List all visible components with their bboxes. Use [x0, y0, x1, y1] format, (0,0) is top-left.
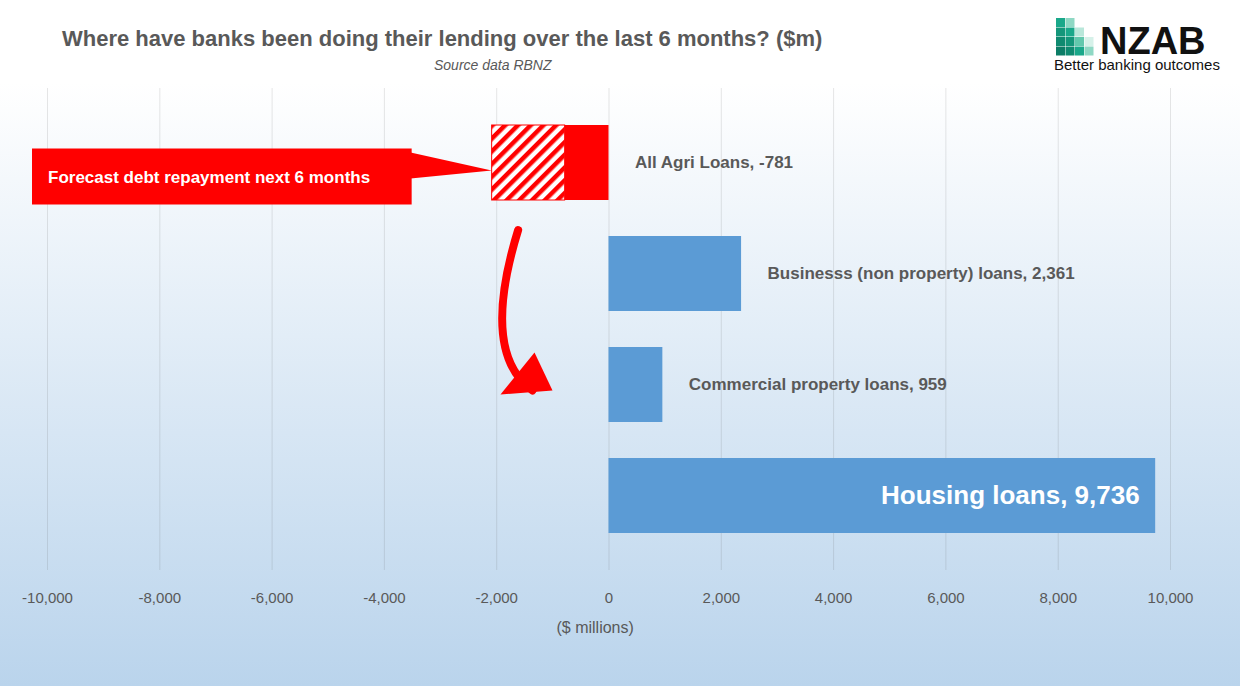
html-text:Source data RBNZ: Source data RBNZ	[434, 57, 552, 73]
svg-text:Housing loans, 9,736: Housing loans, 9,736	[881, 480, 1140, 510]
svg-text:2,000: 2,000	[703, 589, 741, 606]
html-text:($ millions): ($ millions)	[556, 619, 634, 636]
svg-text:Businesss (non property) loans: Businesss (non property) loans, 2,361	[768, 264, 1075, 283]
svg-text:-4,000: -4,000	[363, 589, 406, 606]
svg-text:-2,000: -2,000	[475, 589, 518, 606]
svg-text:-6,000: -6,000	[251, 589, 294, 606]
svg-text:NZAB: NZAB	[1100, 20, 1206, 62]
svg-text:10,000: 10,000	[1148, 589, 1194, 606]
svg-text:-10,000: -10,000	[22, 589, 73, 606]
svg-text:-8,000: -8,000	[139, 589, 182, 606]
svg-text:8,000: 8,000	[1039, 589, 1077, 606]
html-text:Where have banks been doing th: Where have banks been doing their lendin…	[62, 26, 823, 51]
svg-text:Better banking outcomes: Better banking outcomes	[1054, 56, 1220, 73]
svg-text:4,000: 4,000	[815, 589, 853, 606]
svg-text:6,000: 6,000	[927, 589, 965, 606]
svg-text:Forecast debt repayment next 6: Forecast debt repayment next 6 months	[48, 168, 370, 187]
svg-text:Commercial property loans, 959: Commercial property loans, 959	[689, 375, 947, 394]
svg-text:0: 0	[605, 589, 613, 606]
svg-text:All Agri Loans, -781: All Agri Loans, -781	[635, 153, 793, 172]
